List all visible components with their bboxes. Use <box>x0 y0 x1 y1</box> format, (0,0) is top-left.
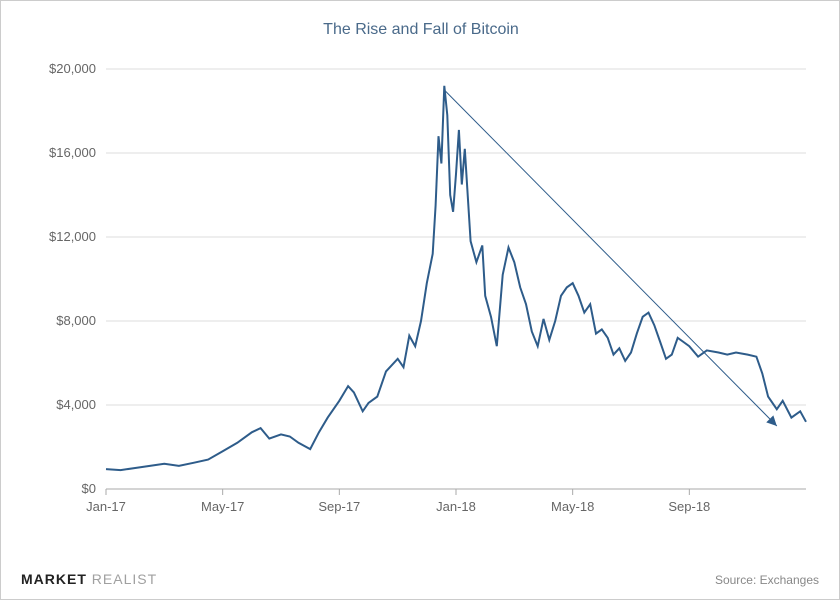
plot-area: $0 $4,000 $8,000 $12,000 $16,000 $20,000 Jan-1… <box>21 49 821 529</box>
svg-text:May-17: May-17 <box>201 499 244 514</box>
svg-text:$20,000: $20,000 <box>49 61 96 76</box>
svg-text:Sep-17: Sep-17 <box>318 499 360 514</box>
brand-realist: REALIST <box>87 571 157 587</box>
chart-title: The Rise and Fall of Bitcoin <box>21 21 821 39</box>
svg-text:$8,000: $8,000 <box>56 313 96 328</box>
svg-text:$12,000: $12,000 <box>49 229 96 244</box>
svg-text:$16,000: $16,000 <box>49 145 96 160</box>
svg-text:Jan-18: Jan-18 <box>436 499 476 514</box>
brand-logo: MARKET REALIST <box>21 571 157 587</box>
source-label: Source: Exchanges <box>715 573 819 587</box>
svg-text:$0: $0 <box>82 481 96 496</box>
brand-market: MARKET <box>21 571 87 587</box>
chart-svg: $0 $4,000 $8,000 $12,000 $16,000 $20,000 Jan-1… <box>21 49 821 529</box>
svg-text:Sep-18: Sep-18 <box>668 499 710 514</box>
svg-text:$4,000: $4,000 <box>56 397 96 412</box>
chart-container: The Rise and Fall of Bitcoin $0 $4,000 $8,… <box>21 21 821 541</box>
svg-text:Jan-17: Jan-17 <box>86 499 126 514</box>
svg-text:May-18: May-18 <box>551 499 594 514</box>
